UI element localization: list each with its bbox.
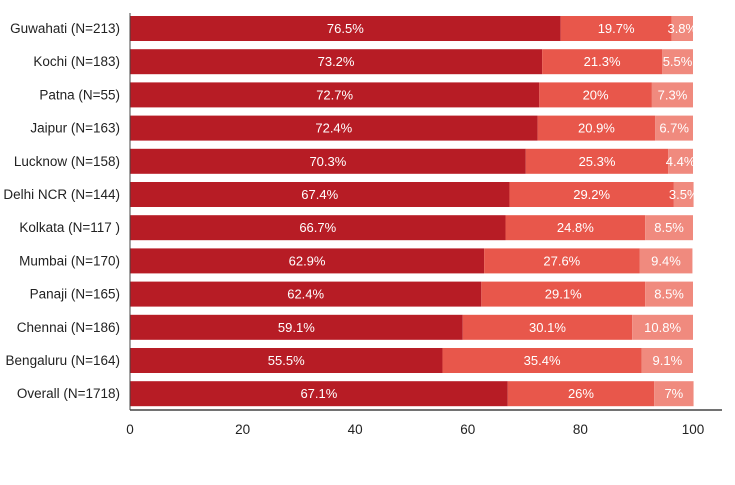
bar-segment-mumbai-n-170-series-3 xyxy=(639,248,693,274)
data-label-kolkata-n-117-series-1: 66.7% xyxy=(299,220,336,235)
bar-segment-kolkata-n-117-series-2 xyxy=(505,215,646,241)
category-label-patna-n-55: Patna (N=55) xyxy=(39,87,120,102)
bar-segment-panaji-n-165-series-2 xyxy=(481,281,646,307)
bar-segment-delhi-ncr-n-144-series-3 xyxy=(673,182,694,207)
bar-segment-bengaluru-n-164-series-1 xyxy=(130,348,443,373)
data-label-panaji-n-165-series-3: 8.5% xyxy=(654,287,684,302)
x-tick-label-20: 20 xyxy=(235,422,250,437)
category-label-kolkata-n-117: Kolkata (N=117 ) xyxy=(19,220,120,235)
bar-segment-kolkata-n-117-series-1 xyxy=(130,215,506,241)
x-tick-label-0: 0 xyxy=(126,422,134,437)
data-label-guwahati-n-213-series-3: 3.8% xyxy=(667,21,697,36)
bar-segment-overall-n-1718-series-3 xyxy=(654,381,694,407)
bar-segment-overall-n-1718-series-2 xyxy=(507,381,655,407)
bar-segment-lucknow-n-158-series-3 xyxy=(668,148,693,174)
category-label-panaji-n-165: Panaji (N=165) xyxy=(30,287,120,302)
data-label-mumbai-n-170-series-2: 27.6% xyxy=(543,253,580,268)
bar-segment-kochi-n-183-series-1 xyxy=(130,49,543,75)
x-axis-ticks: 0 20 40 60 80 100 xyxy=(126,422,704,437)
bar-segment-lucknow-n-158-series-1 xyxy=(130,148,526,174)
data-label-patna-n-55-series-1: 72.7% xyxy=(316,87,353,102)
category-label-jaipur-n-163: Jaipur (N=163) xyxy=(30,121,120,136)
data-label-panaji-n-165-series-1: 62.4% xyxy=(287,287,324,302)
bar-segment-patna-n-55-series-2 xyxy=(539,82,652,108)
x-tick-label-60: 60 xyxy=(460,422,475,437)
bar-segment-delhi-ncr-n-144-series-1 xyxy=(130,182,510,207)
bar-segment-patna-n-55-series-1 xyxy=(130,82,540,108)
data-label-chennai-n-186-series-1: 59.1% xyxy=(278,320,315,335)
bars-group xyxy=(130,16,694,407)
category-label-kochi-n-183: Kochi (N=183) xyxy=(33,54,120,69)
bar-segment-bengaluru-n-164-series-2 xyxy=(442,348,642,373)
bar-segment-chennai-n-186-series-3 xyxy=(632,314,693,340)
bar-segment-patna-n-55-series-3 xyxy=(651,82,693,108)
bar-segment-chennai-n-186-series-1 xyxy=(130,314,463,340)
category-label-bengaluru-n-164: Bengaluru (N=164) xyxy=(6,353,120,368)
bar-segment-panaji-n-165-series-3 xyxy=(645,281,693,307)
segment-labels: 76.5% 19.7% 3.8% 73.2% 21.3% 5.5% 72.7% 20% 7.3%… xyxy=(268,21,699,401)
bar-segment-panaji-n-165-series-1 xyxy=(130,281,482,307)
data-label-kochi-n-183-series-2: 21.3% xyxy=(584,54,621,69)
bar-segment-bengaluru-n-164-series-3 xyxy=(641,348,693,373)
bar-segment-chennai-n-186-series-2 xyxy=(462,314,633,340)
data-label-kochi-n-183-series-1: 73.2% xyxy=(318,54,355,69)
data-label-kolkata-n-117-series-3: 8.5% xyxy=(654,220,684,235)
data-label-bengaluru-n-164-series-2: 35.4% xyxy=(524,353,561,368)
data-label-jaipur-n-163-series-2: 20.9% xyxy=(578,121,615,136)
data-label-patna-n-55-series-2: 20% xyxy=(583,87,609,102)
data-label-overall-n-1718-series-2: 26% xyxy=(568,386,594,401)
bar-segment-jaipur-n-163-series-3 xyxy=(655,115,693,141)
data-label-bengaluru-n-164-series-1: 55.5% xyxy=(268,353,305,368)
data-label-guwahati-n-213-series-1: 76.5% xyxy=(327,21,364,36)
category-labels: Guwahati (N=213) Kochi (N=183) Patna (N=55… xyxy=(3,21,120,401)
data-label-overall-n-1718-series-1: 67.1% xyxy=(300,386,337,401)
category-label-overall-n-1718: Overall (N=1718) xyxy=(17,386,120,401)
category-label-mumbai-n-170: Mumbai (N=170) xyxy=(19,253,120,268)
bar-segment-guwahati-n-213-series-2 xyxy=(560,16,672,41)
data-label-guwahati-n-213-series-2: 19.7% xyxy=(598,21,635,36)
bar-segment-jaipur-n-163-series-2 xyxy=(537,115,656,141)
x-tick-label-100: 100 xyxy=(682,422,705,437)
data-label-delhi-ncr-n-144-series-3: 3.5% xyxy=(669,187,699,202)
category-label-chennai-n-186: Chennai (N=186) xyxy=(17,320,120,335)
data-label-jaipur-n-163-series-1: 72.4% xyxy=(315,121,352,136)
data-label-kochi-n-183-series-3: 5.5% xyxy=(663,54,693,69)
data-label-kolkata-n-117-series-2: 24.8% xyxy=(557,220,594,235)
data-label-delhi-ncr-n-144-series-1: 67.4% xyxy=(301,187,338,202)
data-label-panaji-n-165-series-2: 29.1% xyxy=(545,287,582,302)
bar-segment-delhi-ncr-n-144-series-2 xyxy=(509,182,674,207)
data-label-chennai-n-186-series-2: 30.1% xyxy=(529,320,566,335)
bar-segment-mumbai-n-170-series-2 xyxy=(484,248,640,274)
data-label-delhi-ncr-n-144-series-2: 29.2% xyxy=(573,187,610,202)
data-label-lucknow-n-158-series-1: 70.3% xyxy=(309,154,346,169)
bar-segment-kolkata-n-117-series-3 xyxy=(645,215,693,241)
category-label-guwahati-n-213: Guwahati (N=213) xyxy=(10,21,120,36)
bar-segment-guwahati-n-213-series-1 xyxy=(130,16,561,41)
bar-segment-kochi-n-183-series-2 xyxy=(542,49,663,75)
category-label-delhi-ncr-n-144: Delhi NCR (N=144) xyxy=(3,187,120,202)
category-label-lucknow-n-158: Lucknow (N=158) xyxy=(14,154,120,169)
bar-segment-kochi-n-183-series-3 xyxy=(662,49,693,75)
data-label-mumbai-n-170-series-3: 9.4% xyxy=(651,253,681,268)
bar-segment-lucknow-n-158-series-2 xyxy=(525,148,669,174)
bar-segment-jaipur-n-163-series-1 xyxy=(130,115,538,141)
x-tick-label-80: 80 xyxy=(573,422,588,437)
bar-segment-mumbai-n-170-series-1 xyxy=(130,248,485,274)
data-label-patna-n-55-series-3: 7.3% xyxy=(658,87,688,102)
bar-segment-overall-n-1718-series-1 xyxy=(130,381,508,407)
data-label-chennai-n-186-series-3: 10.8% xyxy=(644,320,681,335)
data-label-mumbai-n-170-series-1: 62.9% xyxy=(289,253,326,268)
x-tick-label-40: 40 xyxy=(348,422,363,437)
data-label-overall-n-1718-series-3: 7% xyxy=(664,386,683,401)
bar-segment-guwahati-n-213-series-3 xyxy=(671,16,693,41)
data-label-lucknow-n-158-series-2: 25.3% xyxy=(579,154,616,169)
data-label-bengaluru-n-164-series-3: 9.1% xyxy=(653,353,683,368)
data-label-lucknow-n-158-series-3: 4.4% xyxy=(666,154,696,169)
data-label-jaipur-n-163-series-3: 6.7% xyxy=(659,121,689,136)
